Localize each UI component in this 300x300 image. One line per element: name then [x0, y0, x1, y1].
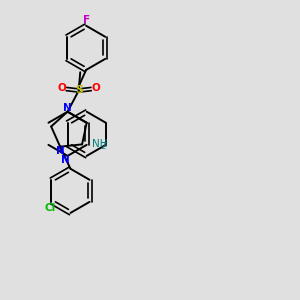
Text: S: S: [75, 85, 83, 95]
Text: F: F: [83, 15, 90, 26]
Text: Cl: Cl: [44, 203, 56, 213]
Text: 2: 2: [100, 142, 106, 151]
Text: NH: NH: [92, 140, 107, 149]
Text: O: O: [91, 83, 100, 93]
Text: N: N: [56, 146, 64, 156]
Text: O: O: [58, 83, 66, 93]
Text: N: N: [64, 103, 72, 113]
Text: N: N: [61, 155, 70, 165]
